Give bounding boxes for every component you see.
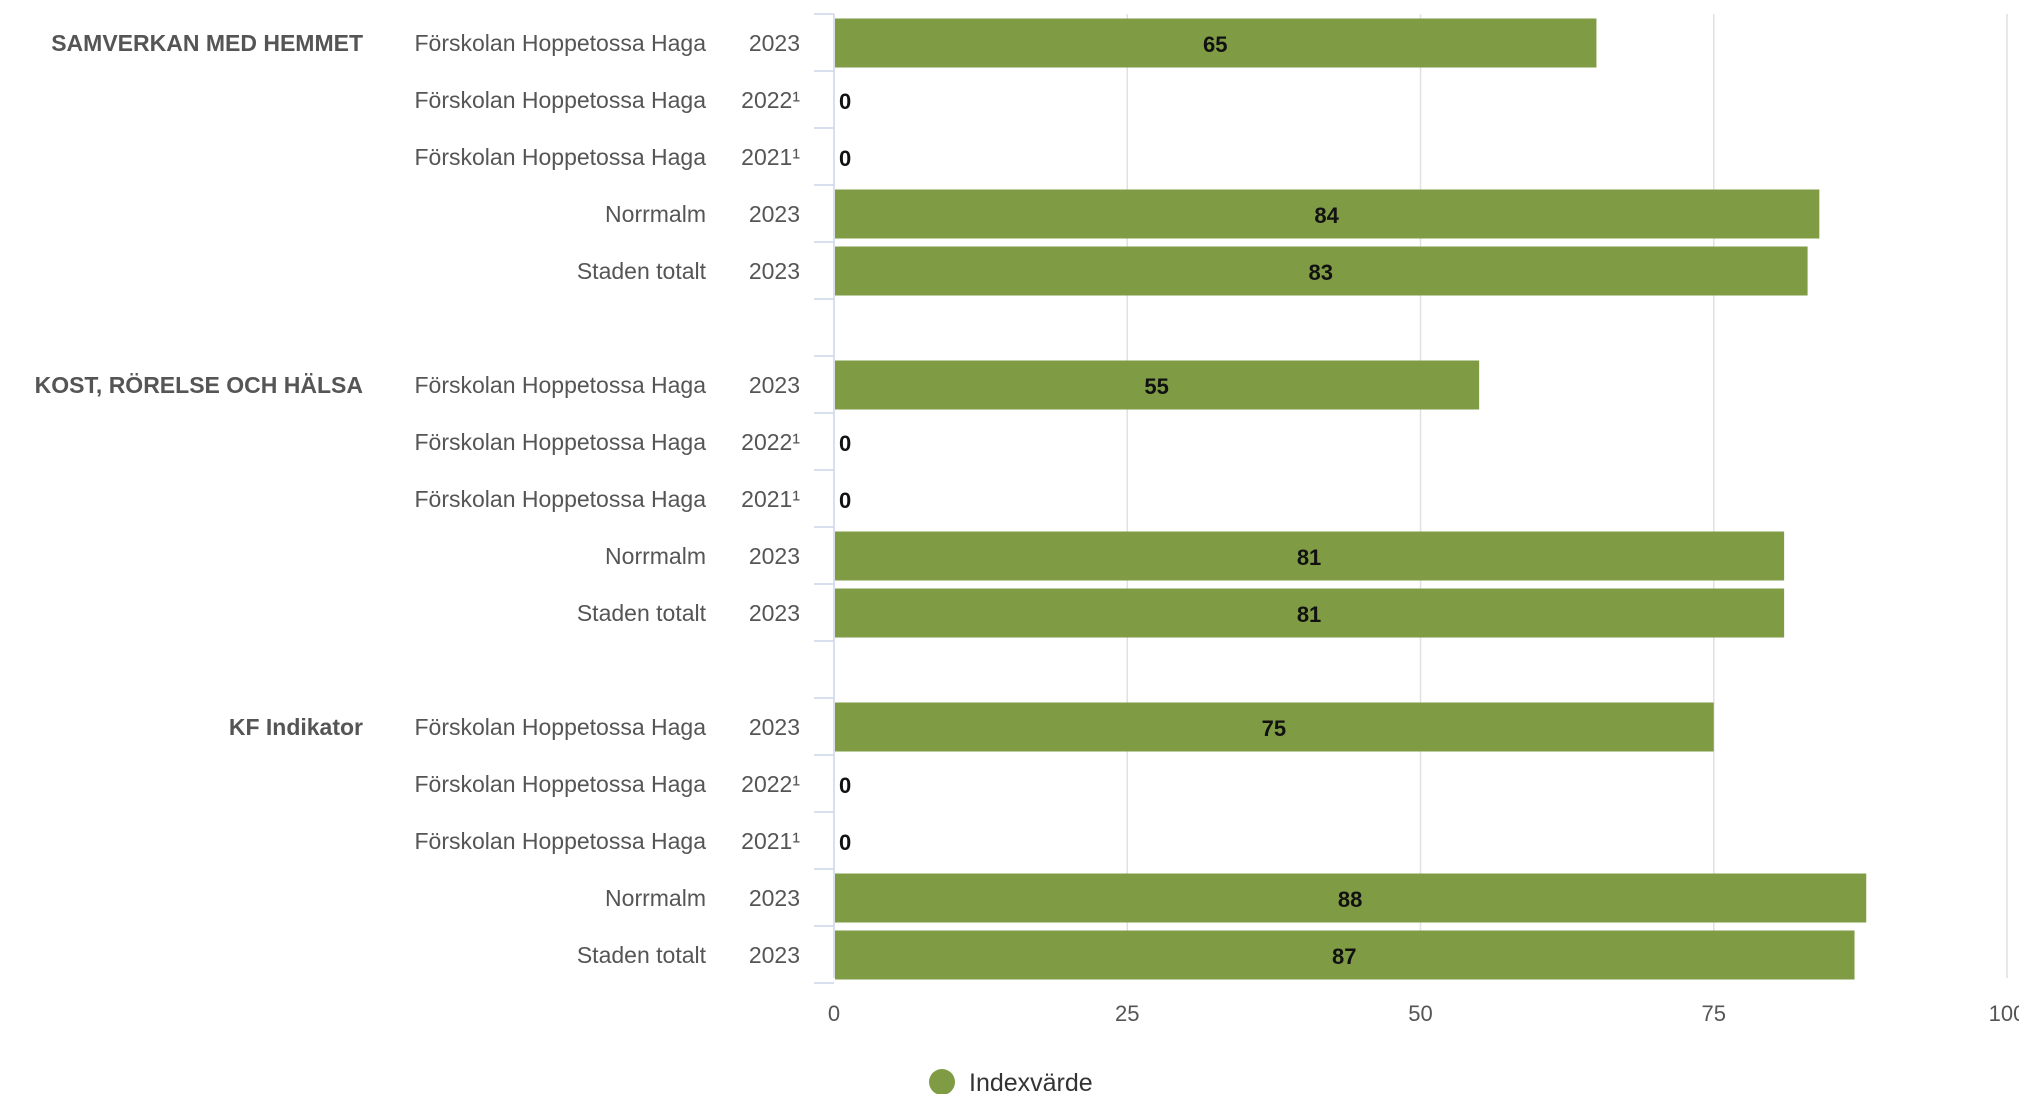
- data-label: 0: [839, 830, 851, 855]
- x-axis-ticks: 0 25 50 75 100: [828, 1001, 2019, 1026]
- bar[interactable]: [835, 702, 1714, 752]
- data-label: 87: [1332, 944, 1356, 969]
- bar[interactable]: [835, 930, 1855, 980]
- bar[interactable]: [835, 18, 1597, 68]
- x-tick-label: 75: [1702, 1001, 1726, 1026]
- category-label: Förskolan Hoppetossa Haga: [415, 771, 707, 797]
- data-label: 0: [839, 89, 851, 114]
- year-label: 2021¹: [741, 828, 800, 854]
- data-label: 0: [839, 431, 851, 456]
- category-labels: SAMVERKAN MED HEMMET Förskolan Hoppetossa…: [35, 30, 801, 968]
- category-label: Förskolan Hoppetossa Haga: [415, 486, 707, 512]
- x-tick-label: 50: [1408, 1001, 1432, 1026]
- data-label: 81: [1297, 545, 1321, 570]
- bar[interactable]: [835, 873, 1867, 923]
- year-label: 2022¹: [741, 87, 800, 113]
- category-label: Norrmalm: [605, 201, 706, 227]
- legend-marker[interactable]: [929, 1069, 955, 1094]
- x-tick-label: 100: [1989, 1001, 2019, 1026]
- bar[interactable]: [835, 246, 1808, 296]
- year-label: 2022¹: [741, 771, 800, 797]
- data-label: 0: [839, 773, 851, 798]
- category-axis: [814, 13, 835, 984]
- data-label: 55: [1144, 374, 1168, 399]
- year-label: 2023: [749, 372, 800, 398]
- category-label: Förskolan Hoppetossa Haga: [415, 372, 707, 398]
- category-label: Förskolan Hoppetossa Haga: [415, 828, 707, 854]
- year-label: 2023: [749, 942, 800, 968]
- legend-label[interactable]: Indexvärde: [969, 1069, 1093, 1094]
- year-label: 2023: [749, 543, 800, 569]
- year-label: 2023: [749, 30, 800, 56]
- category-label: Förskolan Hoppetossa Haga: [415, 30, 707, 56]
- data-label: 84: [1314, 203, 1339, 228]
- group-label: KF Indikator: [229, 714, 363, 740]
- group-label: KOST, RÖRELSE OCH HÄLSA: [35, 372, 363, 398]
- year-label: 2023: [749, 714, 800, 740]
- year-label: 2021¹: [741, 144, 800, 170]
- data-label: 81: [1297, 602, 1321, 627]
- year-label: 2023: [749, 600, 800, 626]
- category-label: Norrmalm: [605, 543, 706, 569]
- data-label: 0: [839, 488, 851, 513]
- x-tick-label: 0: [828, 1001, 840, 1026]
- bar[interactable]: [835, 189, 1820, 239]
- data-label: 75: [1262, 716, 1286, 741]
- category-label: Förskolan Hoppetossa Haga: [415, 714, 707, 740]
- category-label: Staden totalt: [577, 600, 707, 626]
- year-label: 2022¹: [741, 429, 800, 455]
- data-label: 0: [839, 146, 851, 171]
- bar[interactable]: [835, 360, 1480, 410]
- year-label: 2021¹: [741, 486, 800, 512]
- year-label: 2023: [749, 885, 800, 911]
- year-label: 2023: [749, 258, 800, 284]
- group-label: SAMVERKAN MED HEMMET: [51, 30, 363, 56]
- bars: 65 0 0 84 83 55 0 0 81 81 75 0 0 88 87: [835, 18, 1867, 980]
- data-label: 88: [1338, 887, 1362, 912]
- category-label: Staden totalt: [577, 258, 707, 284]
- category-label: Staden totalt: [577, 942, 707, 968]
- data-label: 65: [1203, 32, 1227, 57]
- category-label: Förskolan Hoppetossa Haga: [415, 429, 707, 455]
- category-label: Förskolan Hoppetossa Haga: [415, 144, 707, 170]
- grid-lines: [1126, 14, 2008, 978]
- x-tick-label: 25: [1115, 1001, 1139, 1026]
- year-label: 2023: [749, 201, 800, 227]
- bar[interactable]: [835, 531, 1785, 581]
- bar[interactable]: [835, 588, 1785, 638]
- legend[interactable]: Indexvärde: [929, 1069, 1093, 1094]
- data-label: 83: [1309, 260, 1333, 285]
- category-label: Norrmalm: [605, 885, 706, 911]
- category-label: Förskolan Hoppetossa Haga: [415, 87, 707, 113]
